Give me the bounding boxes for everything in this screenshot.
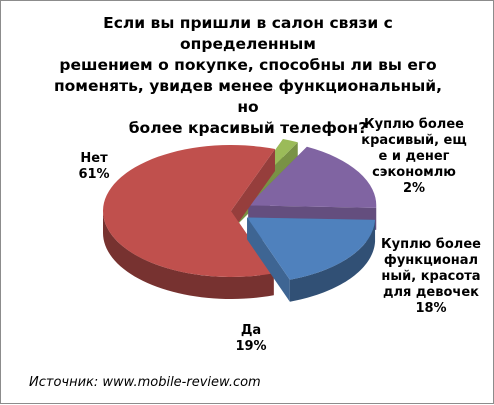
slice-percent-label: 2% bbox=[359, 181, 469, 197]
slice-label-line: Нет bbox=[69, 151, 119, 167]
slice-label-line: Куплю более bbox=[359, 117, 469, 133]
slice-label-purple: Куплю более функционал ный, красота для … bbox=[377, 237, 485, 317]
slice-label-green: Куплю более красивый, ещ е и денег сэкон… bbox=[359, 117, 469, 197]
slice-label-blue: Да 19% bbox=[229, 323, 273, 355]
slice-percent-label: 18% bbox=[377, 301, 485, 317]
slice-percent-label: 61% bbox=[69, 167, 119, 183]
slice-label-line: красивый, ещ bbox=[359, 133, 469, 149]
slice-label-line: ный, красота bbox=[377, 269, 485, 285]
slice-label-line: для девочек bbox=[377, 285, 485, 301]
slice-label-red: Нет 61% bbox=[69, 151, 119, 183]
slice-percent-label: 19% bbox=[229, 339, 273, 355]
source-note: Источник: www.mobile-review.com bbox=[29, 375, 261, 390]
slice-label-line: сэкономлю bbox=[359, 165, 469, 181]
slice-label-line: е и денег bbox=[359, 149, 469, 165]
slice-label-line: функционал bbox=[377, 253, 485, 269]
slice-label-line: Да bbox=[229, 323, 273, 339]
slice-label-line: Куплю более bbox=[377, 237, 485, 253]
